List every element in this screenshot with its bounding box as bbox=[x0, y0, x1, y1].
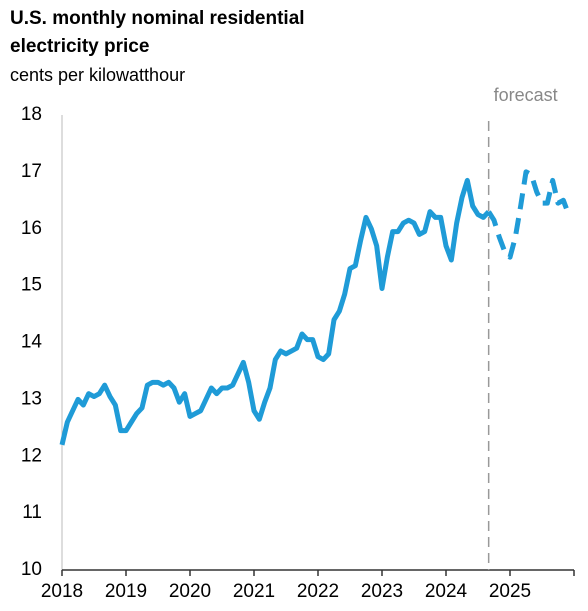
y-tick-label: 16 bbox=[21, 218, 42, 239]
x-tick-label: 2021 bbox=[233, 581, 275, 602]
y-tick-label: 17 bbox=[21, 161, 42, 182]
x-tick-label: 2024 bbox=[425, 581, 468, 602]
y-tick-label: 15 bbox=[21, 275, 42, 296]
chart-subtitle: cents per kilowatthour bbox=[10, 65, 185, 85]
y-tick-label: 18 bbox=[21, 104, 42, 125]
forecast-label: forecast bbox=[494, 85, 558, 105]
x-tick-label: 2019 bbox=[105, 581, 147, 602]
x-tick-label: 2018 bbox=[41, 581, 83, 602]
data-line bbox=[59, 177, 491, 446]
y-tick-label: 14 bbox=[21, 332, 43, 353]
y-tick-label: 12 bbox=[21, 445, 42, 466]
x-tick-label: 2023 bbox=[361, 581, 403, 602]
x-tick-label: 2022 bbox=[297, 581, 339, 602]
x-tick-label: 2025 bbox=[489, 581, 531, 602]
data-line bbox=[486, 169, 572, 260]
chart-title: electricity price bbox=[10, 36, 149, 57]
x-tick-label: 2020 bbox=[169, 581, 211, 602]
y-tick-label: 10 bbox=[21, 559, 42, 580]
chart-title: U.S. monthly nominal residential bbox=[10, 8, 305, 29]
y-tick-label: 11 bbox=[22, 502, 42, 523]
y-tick-label: 13 bbox=[21, 388, 42, 409]
